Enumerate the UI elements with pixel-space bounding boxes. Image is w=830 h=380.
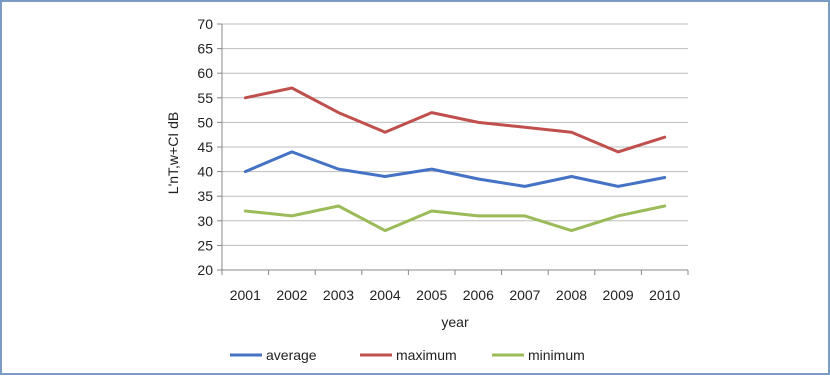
x-tick-label: 2003 [323,287,354,303]
series-lines [243,86,667,233]
series-line-minimum [243,204,667,233]
gridlines [222,23,688,271]
x-tick-label: 2008 [556,287,587,303]
legend: average maximum minimum [230,347,585,363]
x-tick-label: 2005 [416,287,447,303]
y-axis-label: L'nT,w+CI dB [165,112,181,194]
x-tick-label: 2004 [370,287,401,303]
y-tick-label: 30 [197,213,213,229]
x-tick-label: 2001 [230,287,261,303]
x-tick-label: 2007 [509,287,540,303]
y-tick-label: 40 [197,164,213,180]
y-tick-label: 20 [197,262,213,278]
series-line-maximum [243,86,667,154]
legend-label-average: average [266,347,317,363]
y-axis-ticks: 20 25 30 35 40 45 50 55 60 65 70 [197,16,223,278]
y-tick-label: 25 [197,237,213,253]
legend-label-maximum: maximum [396,347,457,363]
x-tick-label: 2002 [276,287,307,303]
y-tick-label: 60 [197,65,213,81]
x-axis-ticks: 2001 2002 2003 2004 2005 2006 2007 2008 2009 2010 [221,269,689,303]
y-tick-label: 50 [197,114,213,130]
x-tick-label: 2010 [649,287,680,303]
x-tick-label: 2009 [603,287,634,303]
legend-label-minimum: minimum [528,347,585,363]
y-tick-label: 35 [197,188,213,204]
series-line-average [243,150,667,188]
y-tick-label: 65 [197,41,213,57]
y-tick-label: 45 [197,139,213,155]
x-tick-label: 2006 [463,287,494,303]
y-tick-label: 55 [197,90,213,106]
x-axis-label: year [441,314,469,330]
y-tick-label: 70 [197,16,213,32]
